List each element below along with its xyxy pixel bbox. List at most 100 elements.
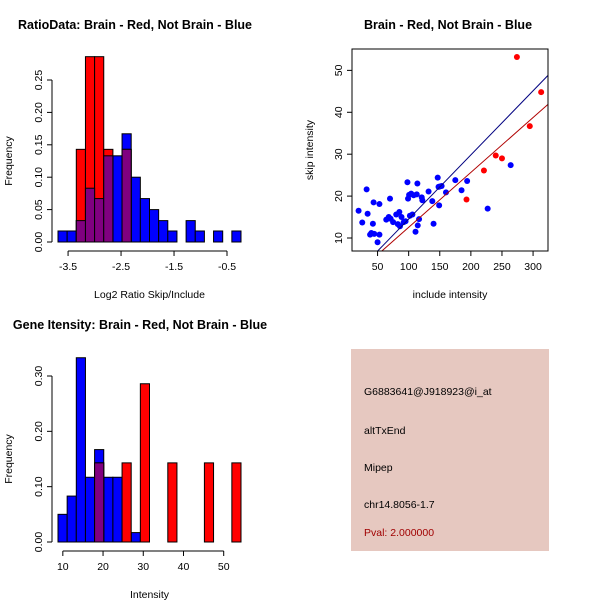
point-not-brain — [419, 197, 426, 204]
chart-title: Gene Itensity: Brain - Red, Not Brain - … — [13, 318, 267, 332]
point-not-brain — [363, 186, 370, 193]
point-brain — [492, 152, 499, 159]
info-panel-background — [351, 349, 549, 551]
bar-not-brain — [139, 198, 151, 243]
point-not-brain — [464, 178, 471, 185]
gene-intensity-histogram: 10 20 30 40 50 0.00 0.10 0.20 0.30 Gene Itensity:… — [3, 318, 267, 600]
point-not-brain — [507, 162, 514, 169]
point-not-brain — [376, 231, 383, 238]
x-tick-label: 50 — [372, 261, 384, 273]
point-not-brain — [359, 219, 366, 226]
point-not-brain — [425, 188, 432, 195]
point-brain — [480, 167, 487, 174]
point-not-brain — [414, 222, 421, 229]
y-tick-label: 0.00 — [33, 532, 45, 553]
bar-brain — [121, 462, 132, 543]
x-tick-label: -3.5 — [59, 261, 77, 273]
bar-overlap — [94, 462, 105, 543]
point-not-brain — [430, 220, 437, 227]
x-tick-label: 50 — [218, 561, 230, 573]
point-not-brain — [376, 201, 383, 208]
bar-brain — [231, 462, 242, 543]
bar-not-brain — [194, 230, 205, 243]
x-tick-label: 100 — [400, 261, 418, 273]
point-not-brain — [370, 199, 377, 206]
x-tick-label: 10 — [57, 561, 69, 573]
x-tick-label: 20 — [97, 561, 109, 573]
y-tick-label: 50 — [333, 64, 345, 76]
bar-not-brain — [112, 476, 123, 543]
x-tick-label: 40 — [178, 561, 190, 573]
bar-not-brain — [103, 476, 114, 543]
bar-brain — [139, 383, 151, 543]
bar-overlap — [84, 187, 96, 243]
x-axis-label: Log2 Ratio Skip/Include — [94, 289, 205, 301]
point-not-brain — [413, 191, 420, 198]
point-not-brain — [484, 205, 491, 212]
y-tick-label: 30 — [333, 148, 345, 160]
y-tick-label: 0.10 — [33, 167, 45, 188]
bar-overlap — [94, 198, 105, 243]
pval-text: Pval: 2.000000 — [364, 527, 434, 539]
bar-overlap — [121, 148, 132, 243]
point-not-brain — [402, 218, 409, 225]
gene-name: Mipep — [364, 462, 393, 474]
bar-not-brain — [84, 476, 96, 543]
bar-not-brain — [57, 230, 68, 243]
y-tick-label: 0.00 — [33, 232, 45, 253]
chromosome-location: chr14.8056-1.7 — [364, 499, 435, 511]
x-tick-label: -1.5 — [165, 261, 183, 273]
event-type: altTxEnd — [364, 425, 406, 437]
point-not-brain — [396, 223, 403, 230]
y-axis-label: Frequency — [3, 135, 15, 185]
y-tick-label: 40 — [333, 106, 345, 118]
point-not-brain — [390, 219, 397, 226]
bar-not-brain — [149, 209, 160, 243]
point-not-brain — [387, 195, 394, 202]
bar-not-brain — [66, 230, 77, 243]
x-axis-label: include intensity — [413, 289, 488, 301]
intensity-scatter: 50 100 150 200 250 300 10 20 30 40 50 Brain - Red, … — [304, 18, 549, 301]
point-not-brain — [416, 216, 423, 223]
point-not-brain — [364, 210, 371, 217]
point-not-brain — [396, 209, 403, 216]
y-tick-label: 0.05 — [33, 199, 45, 220]
point-not-brain — [369, 220, 376, 227]
point-not-brain — [355, 207, 362, 214]
x-tick-label: 300 — [524, 261, 542, 273]
fit-line-not-brain — [376, 75, 548, 251]
y-tick-label: 0.30 — [33, 366, 45, 387]
y-axis-label: skip intensity — [304, 119, 316, 180]
point-not-brain — [398, 214, 405, 221]
bar-brain — [203, 462, 215, 543]
bar-overlap — [103, 155, 114, 243]
point-brain — [513, 53, 520, 60]
y-tick-label: 0.25 — [33, 70, 45, 91]
x-tick-label: -2.5 — [112, 261, 130, 273]
y-tick-label: 20 — [333, 190, 345, 202]
x-axis-label: Intensity — [130, 589, 170, 600]
fit-line-brain — [381, 103, 548, 251]
point-not-brain — [429, 198, 436, 205]
bar-not-brain — [66, 495, 77, 543]
bar-not-brain — [158, 220, 169, 243]
bar-not-brain — [231, 230, 242, 243]
bar-not-brain — [75, 357, 86, 543]
point-not-brain — [436, 202, 443, 209]
chart-title: RatioData: Brain - Red, Not Brain - Blue — [18, 18, 252, 32]
y-tick-label: 0.20 — [33, 421, 45, 442]
y-tick-label: 10 — [333, 232, 345, 244]
point-not-brain — [452, 177, 459, 184]
plot-frame — [351, 48, 549, 252]
ratio-histogram: -3.5 -2.5 -1.5 -0.5 0.00 0.05 0.10 0.15 0.20 0.25… — [3, 18, 252, 301]
x-tick-label: 250 — [493, 261, 511, 273]
point-not-brain — [374, 239, 381, 246]
point-brain — [498, 155, 505, 162]
point-not-brain — [434, 174, 441, 181]
x-tick-label: 200 — [462, 261, 480, 273]
point-brain — [463, 196, 470, 203]
y-axis-label: Frequency — [3, 433, 15, 483]
bar-not-brain — [57, 513, 68, 543]
point-not-brain — [404, 179, 411, 186]
